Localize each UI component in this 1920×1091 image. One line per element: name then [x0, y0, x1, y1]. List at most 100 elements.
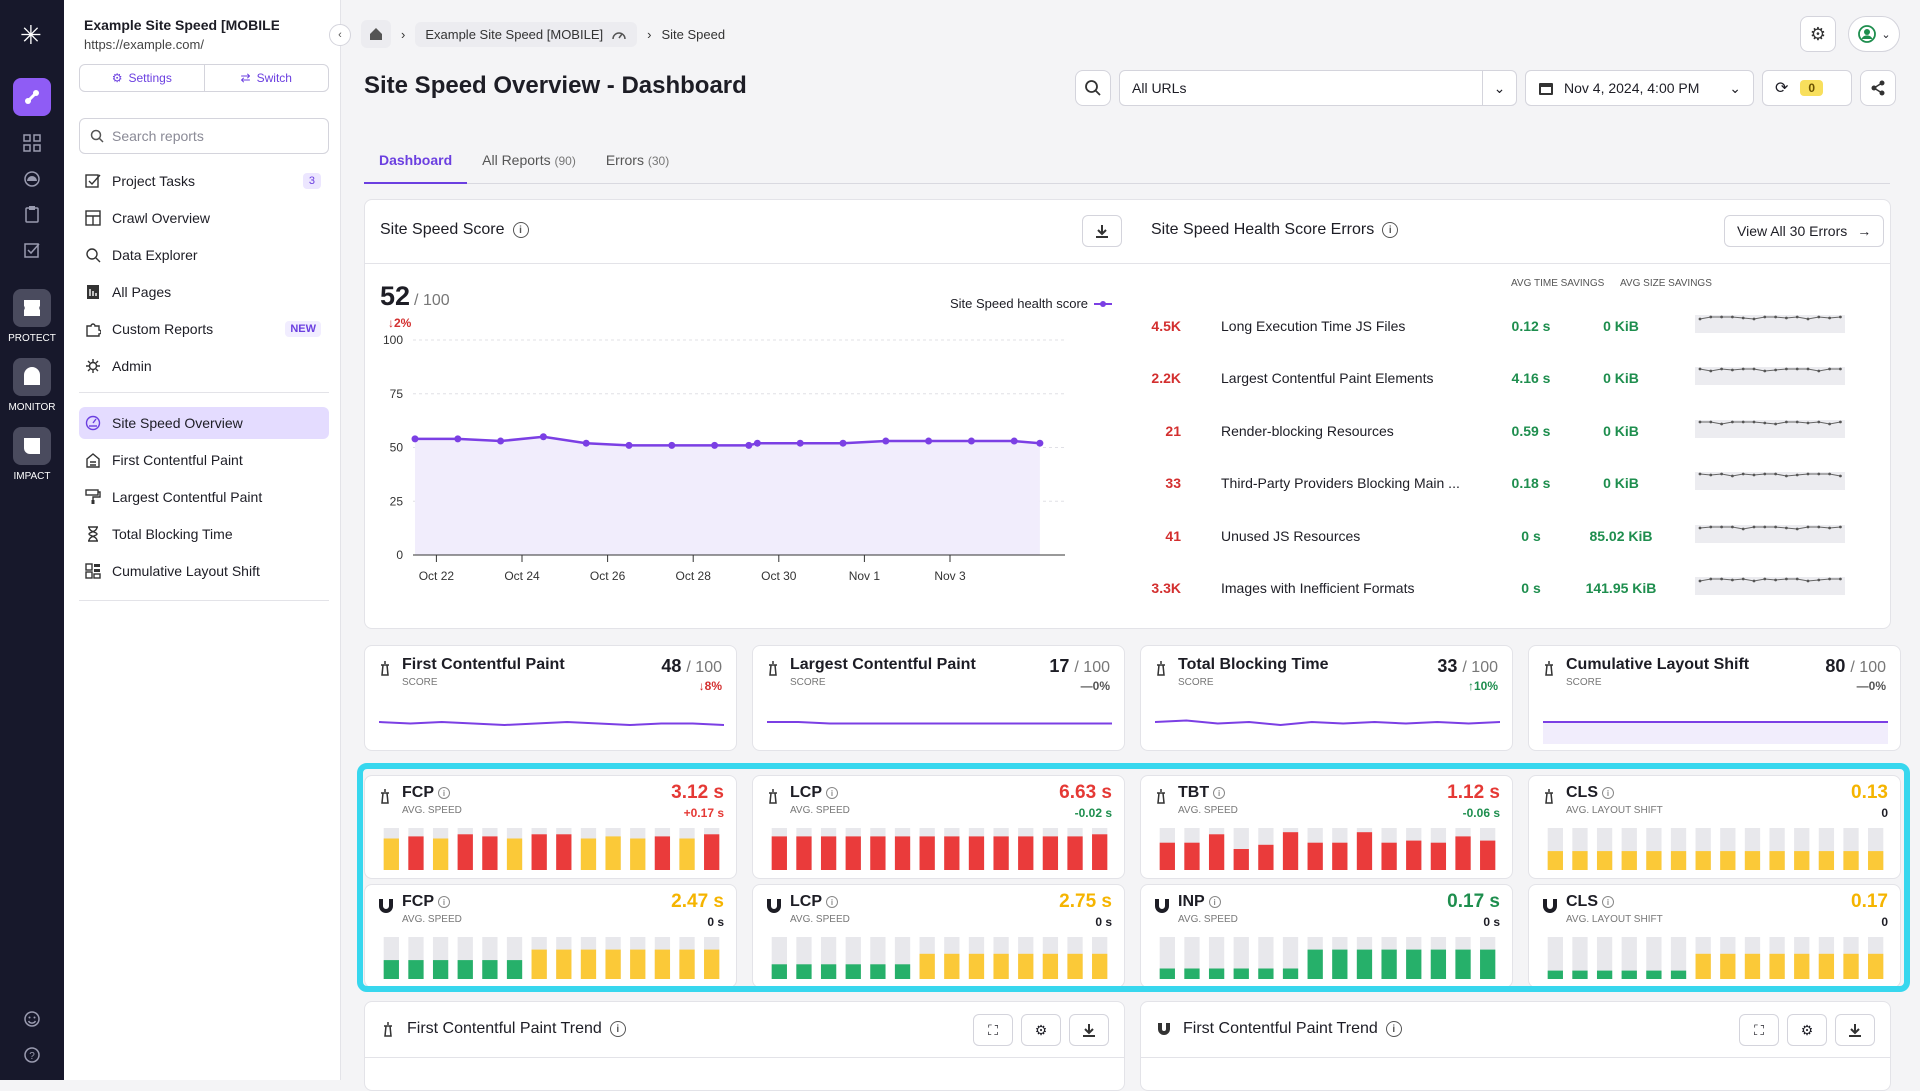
data-point[interactable] [1036, 439, 1044, 447]
bar[interactable] [654, 836, 671, 870]
vital-card-lcp[interactable]: LCP i AVG. SPEED 2.75 s 0 s [752, 884, 1125, 988]
fullscreen-button[interactable]: ⛶ [973, 1014, 1013, 1046]
bar[interactable] [531, 834, 547, 870]
data-point[interactable] [711, 441, 719, 449]
bar[interactable] [1233, 849, 1249, 870]
bar[interactable] [1695, 851, 1711, 870]
account-menu-button[interactable]: ⌄ [1848, 16, 1900, 52]
tab-errors[interactable]: Errors (30) [591, 146, 684, 184]
bar[interactable] [919, 953, 935, 979]
error-row[interactable]: 3.3K Images with Inefficient Formats 0 s 14… [1131, 573, 1891, 603]
bar[interactable] [1621, 970, 1637, 979]
settings-gear-button[interactable]: ⚙ [1800, 16, 1836, 52]
score-line-chart[interactable]: 100 75 50 25 0 Oct 22 Oct 24 Oct 26 Oct 28 Oct 30… [365, 320, 1085, 620]
bar[interactable] [1794, 953, 1810, 979]
bar[interactable] [845, 964, 861, 979]
bar[interactable] [1159, 968, 1175, 980]
error-row[interactable]: 41 Unused JS Resources 0 s 85.02 KiB [1131, 521, 1891, 551]
bar[interactable] [1670, 851, 1687, 870]
bar[interactable] [580, 838, 597, 871]
bar[interactable] [944, 836, 960, 870]
bar[interactable] [1843, 851, 1859, 870]
bar[interactable] [1480, 840, 1496, 870]
error-name[interactable]: Render-blocking Resources [1221, 422, 1394, 439]
nav-cumulative-layout-shift[interactable]: Cumulative Layout Shift [79, 555, 329, 587]
error-name[interactable]: Unused JS Resources [1221, 527, 1361, 544]
bar[interactable] [1572, 970, 1588, 979]
bar[interactable] [1307, 949, 1323, 979]
bar[interactable] [457, 834, 473, 870]
bar[interactable] [1621, 851, 1637, 870]
bar[interactable] [1430, 949, 1447, 979]
bar[interactable] [1406, 949, 1422, 979]
info-icon[interactable]: i [1602, 787, 1614, 799]
download-button[interactable] [1069, 1014, 1109, 1046]
impact-product[interactable]: IMPACT [0, 427, 64, 482]
bar[interactable] [679, 949, 695, 979]
settings-button[interactable]: ⚙ Settings [80, 65, 205, 91]
info-icon[interactable]: i [512, 222, 529, 238]
bar[interactable] [704, 834, 720, 870]
info-icon[interactable]: i [438, 896, 450, 908]
bar[interactable] [654, 949, 671, 979]
bar[interactable] [1258, 844, 1274, 870]
data-point[interactable] [539, 433, 547, 441]
data-point[interactable] [454, 435, 462, 443]
bar[interactable] [383, 960, 399, 979]
nav-data-explorer[interactable]: Data Explorer [79, 239, 329, 271]
data-point[interactable] [839, 439, 847, 447]
bar[interactable] [556, 949, 572, 979]
bar[interactable] [1159, 842, 1175, 870]
bar[interactable] [1018, 836, 1034, 870]
bar[interactable] [679, 838, 695, 871]
info-icon[interactable]: i [826, 787, 838, 799]
protect-product[interactable]: PROTECT [0, 289, 64, 344]
bar[interactable] [845, 836, 861, 870]
chart-settings-button[interactable]: ⚙ [1787, 1014, 1827, 1046]
grid-icon[interactable] [19, 130, 45, 156]
metric-card[interactable]: Largest Contentful Paint SCORE 17 / 100 —0% [752, 645, 1125, 751]
bar[interactable] [1356, 832, 1373, 870]
bar[interactable] [1572, 851, 1588, 870]
bar[interactable] [870, 964, 886, 979]
bar[interactable] [771, 836, 787, 870]
feedback-smile-icon[interactable] [19, 1006, 45, 1032]
bar[interactable] [1307, 842, 1323, 870]
vital-card-lcp[interactable]: LCP i AVG. SPEED 6.63 s -0.02 s [752, 775, 1125, 879]
nav-site-speed-overview[interactable]: Site Speed Overview [79, 407, 329, 439]
bar[interactable] [894, 964, 911, 979]
bar[interactable] [1868, 953, 1884, 979]
bar[interactable] [796, 836, 812, 870]
bar[interactable] [506, 838, 523, 871]
help-icon[interactable]: ? [19, 1042, 45, 1068]
bar[interactable] [1184, 968, 1200, 980]
bar[interactable] [482, 960, 498, 979]
info-icon[interactable]: i [1602, 896, 1614, 908]
bar[interactable] [820, 836, 837, 870]
bar[interactable] [1455, 949, 1471, 979]
bar[interactable] [1744, 851, 1761, 870]
collapse-sidebar-button[interactable]: ‹ [329, 24, 351, 46]
nav-first-contentful-paint[interactable]: First Contentful Paint [79, 444, 329, 476]
vital-card-fcp[interactable]: FCP i AVG. SPEED 2.47 s 0 s [364, 884, 737, 988]
info-icon[interactable]: i [609, 1021, 626, 1037]
project-icon[interactable] [13, 78, 51, 116]
bar[interactable] [1868, 851, 1884, 870]
bar[interactable] [506, 960, 523, 979]
bar[interactable] [1282, 968, 1299, 980]
data-point[interactable] [882, 437, 890, 445]
bar[interactable] [1480, 949, 1496, 979]
data-point[interactable] [753, 439, 761, 447]
info-icon[interactable]: i [438, 787, 450, 799]
bar[interactable] [704, 949, 720, 979]
bar[interactable] [1596, 970, 1613, 979]
bar[interactable] [968, 953, 985, 979]
bar[interactable] [771, 964, 787, 979]
bar[interactable] [1547, 970, 1563, 979]
bar[interactable] [1233, 968, 1249, 980]
bar[interactable] [457, 960, 473, 979]
bar[interactable] [1430, 842, 1447, 870]
share-button[interactable] [1860, 70, 1896, 106]
bar[interactable] [1670, 970, 1687, 979]
bar[interactable] [1042, 836, 1059, 870]
